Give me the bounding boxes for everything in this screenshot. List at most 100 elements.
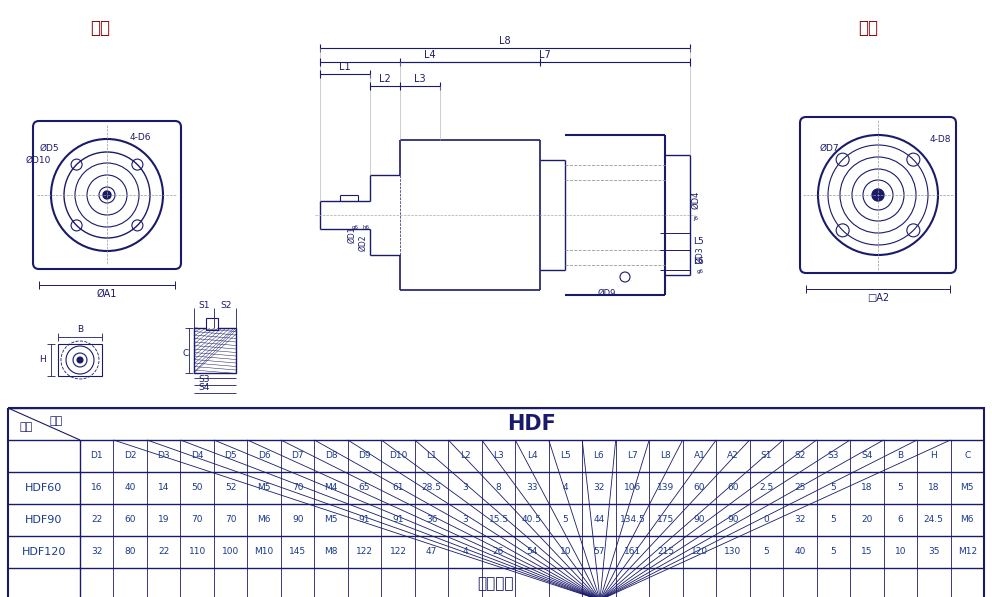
Bar: [206, 318, 218, 330]
Text: 4-D8: 4-D8: [930, 136, 951, 144]
Text: 5: 5: [764, 547, 769, 556]
Bar: [58, 344, 102, 376]
Text: B: B: [77, 325, 83, 334]
Text: g6: g6: [696, 269, 703, 274]
Text: 6: 6: [898, 515, 903, 525]
Text: M4: M4: [324, 484, 338, 493]
Text: 18: 18: [861, 484, 873, 493]
Text: L7: L7: [627, 451, 638, 460]
Text: B: B: [897, 451, 904, 460]
Text: 26: 26: [493, 547, 504, 556]
Text: M5: M5: [960, 484, 974, 493]
Text: 80: 80: [124, 547, 136, 556]
Text: 57: 57: [593, 547, 605, 556]
Text: 0: 0: [764, 515, 769, 525]
Text: 54: 54: [527, 547, 538, 556]
Text: L4: L4: [425, 50, 435, 60]
Bar: [8, 408, 984, 597]
Text: 4-D6: 4-D6: [130, 134, 152, 143]
Text: C: C: [964, 451, 970, 460]
Text: ØD10: ØD10: [26, 155, 52, 165]
Text: 65: 65: [359, 484, 370, 493]
Text: 5: 5: [562, 515, 568, 525]
Text: 22: 22: [91, 515, 102, 525]
Text: ØD7: ØD7: [820, 143, 839, 152]
Bar: [194, 328, 236, 373]
Text: S3: S3: [827, 451, 839, 460]
Text: 50: 50: [191, 484, 203, 493]
Text: 52: 52: [225, 484, 236, 493]
Text: 130: 130: [724, 547, 741, 556]
Text: D1: D1: [90, 451, 103, 460]
Text: S4: S4: [198, 383, 209, 392]
Text: 3: 3: [462, 484, 468, 493]
Text: 145: 145: [289, 547, 307, 556]
Text: 70: 70: [225, 515, 236, 525]
Text: 106: 106: [624, 484, 641, 493]
Text: 122: 122: [356, 547, 373, 556]
Text: 110: 110: [188, 547, 205, 556]
Text: 20: 20: [861, 515, 873, 525]
Text: HDF120: HDF120: [22, 547, 66, 557]
Text: 4: 4: [562, 484, 568, 493]
Text: D4: D4: [190, 451, 203, 460]
Text: L3: L3: [493, 451, 504, 460]
Text: 120: 120: [690, 547, 708, 556]
Text: D7: D7: [292, 451, 304, 460]
Text: M8: M8: [324, 547, 338, 556]
Text: 5: 5: [898, 484, 903, 493]
Text: 5: 5: [830, 547, 836, 556]
Text: 代号: 代号: [50, 416, 62, 426]
Text: 70: 70: [191, 515, 203, 525]
Text: 32: 32: [795, 515, 806, 525]
Text: 44: 44: [593, 515, 604, 525]
Text: 15: 15: [861, 547, 873, 556]
Text: 4: 4: [462, 547, 468, 556]
Text: 28.5: 28.5: [422, 484, 441, 493]
Text: S1: S1: [198, 301, 209, 310]
Text: L8: L8: [661, 451, 672, 460]
Text: ØD4: ØD4: [691, 191, 700, 209]
Circle shape: [872, 189, 884, 201]
Text: ØA1: ØA1: [97, 289, 117, 299]
Text: 25: 25: [795, 484, 806, 493]
Text: M12: M12: [957, 547, 977, 556]
Text: 10: 10: [895, 547, 906, 556]
Text: S3: S3: [198, 376, 209, 384]
Text: 5: 5: [830, 484, 836, 493]
Text: 134.5: 134.5: [620, 515, 646, 525]
Text: L1: L1: [427, 451, 436, 460]
Text: L5: L5: [693, 236, 703, 245]
Text: A2: A2: [727, 451, 739, 460]
Text: L2: L2: [379, 74, 391, 84]
Text: 60: 60: [124, 515, 136, 525]
Text: 32: 32: [91, 547, 102, 556]
Text: S2: S2: [220, 301, 232, 310]
Text: 19: 19: [158, 515, 170, 525]
Text: M6: M6: [257, 515, 271, 525]
Text: 15.5: 15.5: [488, 515, 509, 525]
Text: 215: 215: [658, 547, 675, 556]
Text: HDF60: HDF60: [26, 483, 62, 493]
Text: 90: 90: [292, 515, 304, 525]
Text: L7: L7: [539, 50, 551, 60]
Text: □A2: □A2: [867, 293, 889, 303]
Text: 60: 60: [727, 484, 739, 493]
Text: 18: 18: [929, 484, 939, 493]
Text: h6: h6: [362, 225, 369, 230]
Text: S4: S4: [861, 451, 873, 460]
Text: L4: L4: [527, 451, 538, 460]
Text: 14: 14: [158, 484, 170, 493]
Text: 100: 100: [222, 547, 239, 556]
Text: 61: 61: [392, 484, 404, 493]
Text: 47: 47: [426, 547, 437, 556]
Text: D8: D8: [324, 451, 337, 460]
Text: 70: 70: [292, 484, 304, 493]
Text: L6: L6: [693, 257, 703, 266]
Text: ØD1: ØD1: [347, 227, 356, 243]
Text: L8: L8: [499, 36, 511, 46]
Text: ØD5: ØD5: [40, 143, 60, 152]
Text: 139: 139: [658, 484, 675, 493]
Text: 122: 122: [390, 547, 407, 556]
Text: L3: L3: [415, 74, 426, 84]
